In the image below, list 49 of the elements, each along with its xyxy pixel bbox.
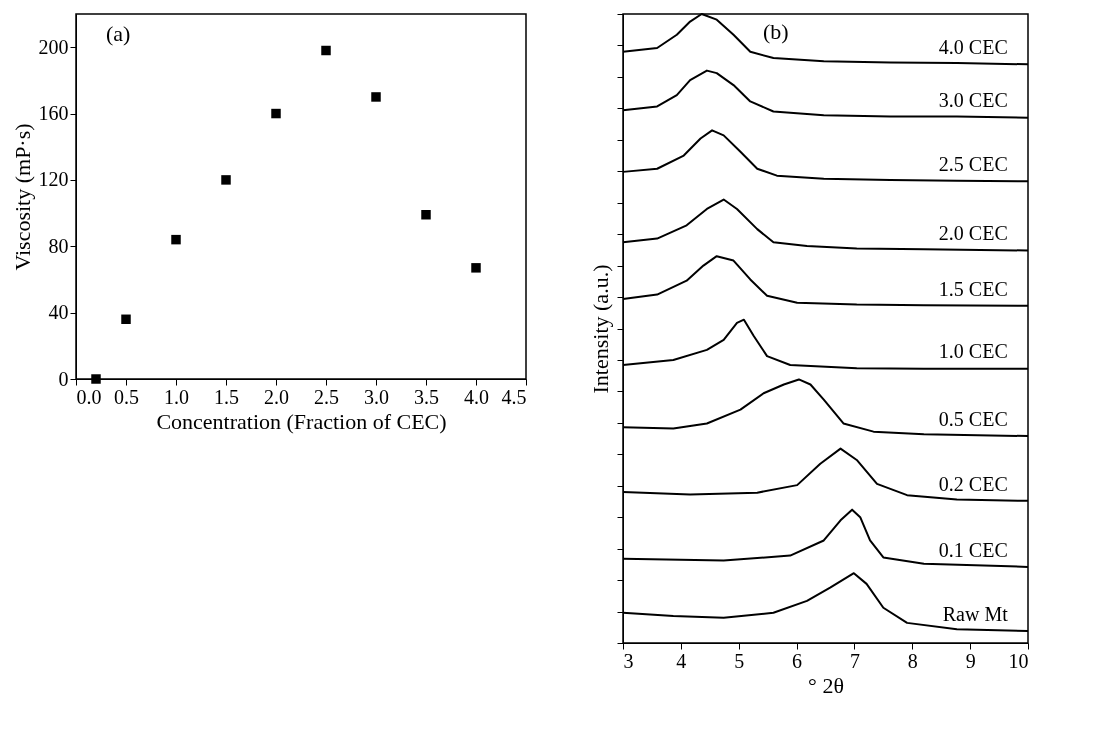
series-label: 2.5 CEC xyxy=(938,153,1008,176)
x-tick-label: 2.0 xyxy=(264,385,289,408)
point xyxy=(321,45,331,56)
x-tick-label: 10 xyxy=(1008,649,1029,672)
series-label: Raw Mt xyxy=(942,602,1009,625)
series-label: 4.0 CEC xyxy=(938,36,1008,59)
y-tick-label: 80 xyxy=(48,234,69,257)
series-label: 1.5 CEC xyxy=(938,277,1008,300)
series-label: 0.5 CEC xyxy=(938,407,1008,430)
point xyxy=(271,108,281,119)
annotation: (a) xyxy=(106,21,131,46)
point xyxy=(471,263,481,273)
point xyxy=(171,234,181,245)
x-tick-label: 1.5 xyxy=(214,385,239,408)
x-tick-label: 4.5 xyxy=(501,385,527,408)
x-tick-label: 5 xyxy=(734,649,745,672)
x-tick-label: 3.5 xyxy=(414,385,439,408)
y-tick-label: 0 xyxy=(58,367,69,390)
x-tick-label: 0.0 xyxy=(76,385,102,408)
series-label: 2.0 CEC xyxy=(938,222,1008,245)
y-tick-label: 160 xyxy=(38,102,69,125)
x-tick-label: 8 xyxy=(907,649,918,672)
x-tick-label: 1.0 xyxy=(164,385,189,408)
x-tick-label: 3.0 xyxy=(364,385,389,408)
y-tick-label: 120 xyxy=(38,168,69,191)
point xyxy=(371,92,381,102)
point xyxy=(121,314,131,325)
point xyxy=(91,374,101,384)
x-tick-label: 3 xyxy=(623,649,634,672)
y-axis-title: Intensity (a.u.) xyxy=(588,264,613,394)
series-label: 1.0 CEC xyxy=(938,340,1008,363)
series-label: 0.1 CEC xyxy=(938,538,1008,561)
series-label: 3.0 CEC xyxy=(938,89,1008,112)
y-tick-label: 40 xyxy=(48,301,69,324)
point xyxy=(221,175,231,185)
x-tick-label: 6 xyxy=(792,649,803,672)
y-tick-label: 200 xyxy=(38,35,69,58)
x-tick-label: 4.0 xyxy=(464,385,489,408)
x-tick-label: 7 xyxy=(849,649,860,672)
point xyxy=(421,210,431,220)
x-axis-title: ° 2θ xyxy=(808,672,844,698)
x-axis-title: Concentration (Fraction of CEC) xyxy=(156,408,447,434)
annotation: (b) xyxy=(763,19,789,44)
x-tick-label: 9 xyxy=(965,649,976,672)
x-tick-label: 4 xyxy=(676,649,687,672)
x-tick-label: 2.5 xyxy=(314,385,339,408)
series-label: 0.2 CEC xyxy=(938,472,1008,495)
y-axis-title: Viscosity (mP·s) xyxy=(9,123,35,271)
x-tick-label: 0.5 xyxy=(114,385,139,408)
